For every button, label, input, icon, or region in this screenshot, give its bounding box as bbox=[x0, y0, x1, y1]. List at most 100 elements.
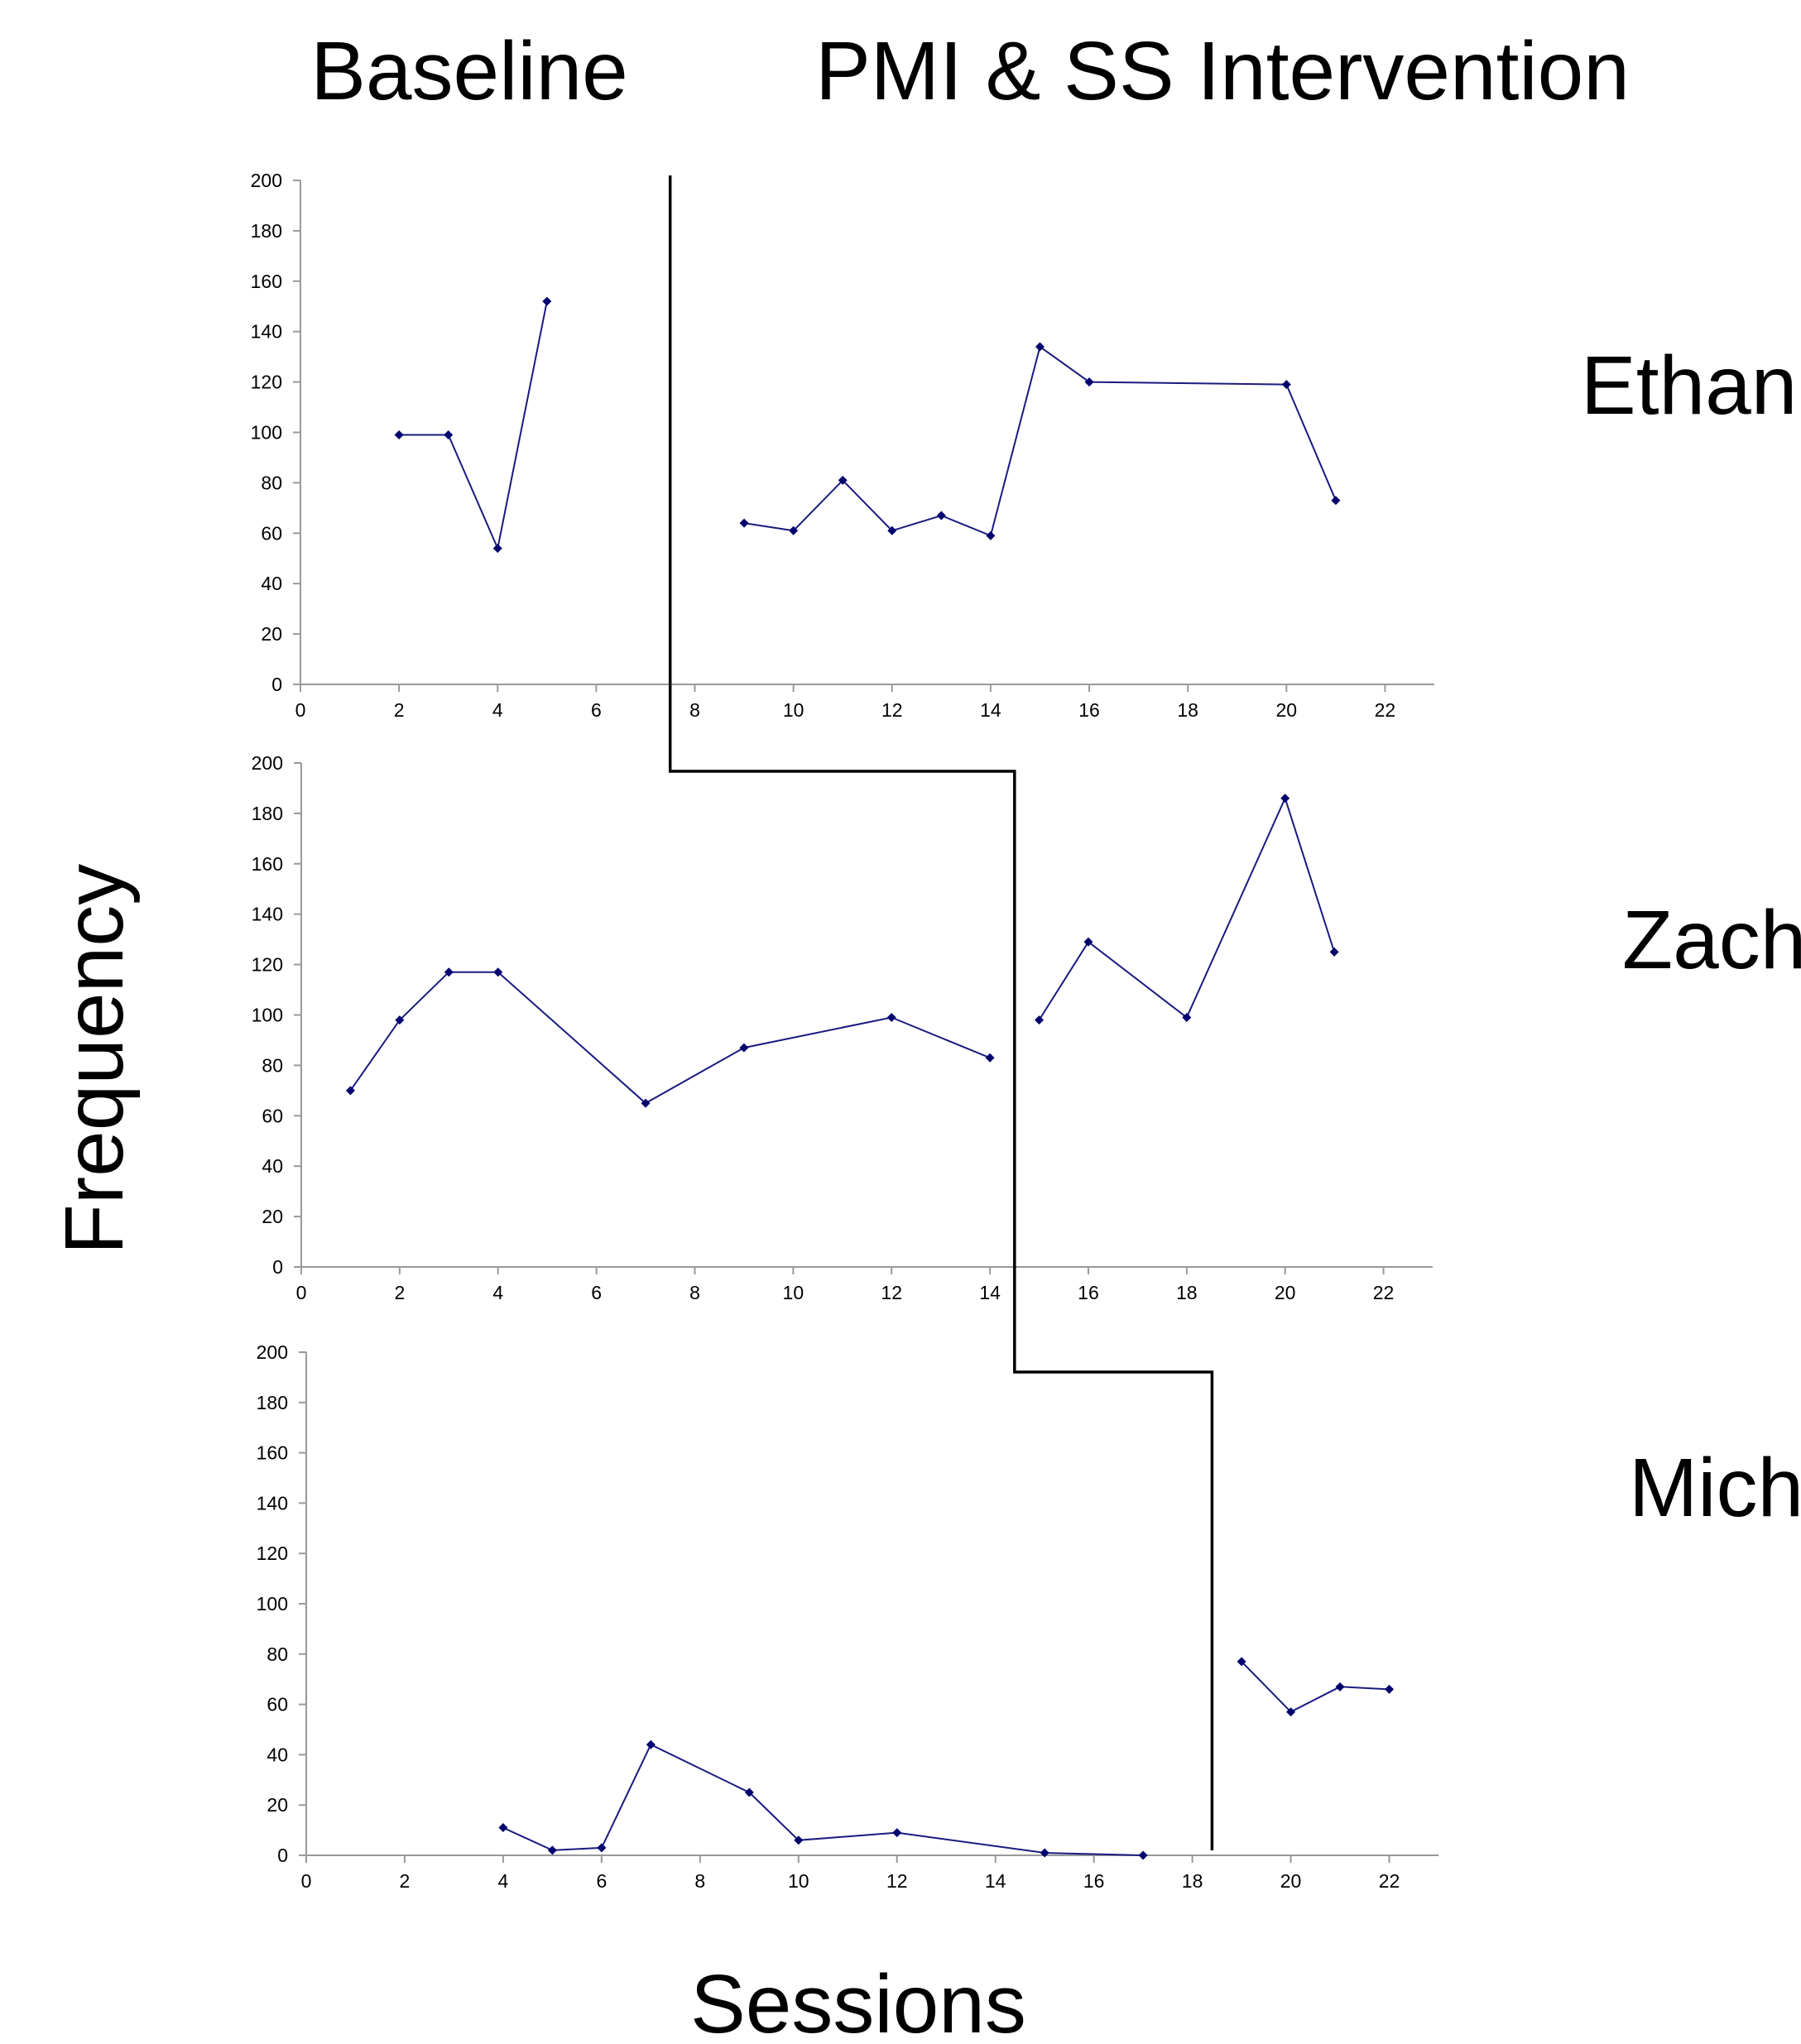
y-tick-label: 180 bbox=[251, 220, 282, 242]
data-point bbox=[542, 296, 552, 306]
x-tick-label: 10 bbox=[788, 1870, 809, 1892]
data-point bbox=[498, 1823, 508, 1833]
x-tick-label: 2 bbox=[394, 699, 405, 721]
ethan-participant-label: Ethan bbox=[1581, 339, 1797, 432]
data-point bbox=[1035, 1015, 1045, 1025]
data-point bbox=[597, 1843, 607, 1853]
y-tick-label: 40 bbox=[262, 1155, 283, 1177]
data-point bbox=[1331, 496, 1341, 506]
y-tick-label: 0 bbox=[272, 1256, 283, 1278]
y-axis-label: Frequency bbox=[48, 864, 141, 1255]
x-tick-label: 22 bbox=[1373, 1282, 1395, 1303]
data-point bbox=[1040, 1848, 1049, 1858]
data-point bbox=[493, 967, 503, 977]
baseline-phase-label: Baseline bbox=[310, 25, 628, 118]
x-tick-label: 0 bbox=[295, 699, 306, 721]
x-tick-label: 6 bbox=[591, 1282, 602, 1303]
data-point bbox=[1280, 794, 1290, 804]
data-point bbox=[936, 511, 946, 521]
data-point bbox=[641, 1098, 651, 1108]
data-point bbox=[444, 430, 454, 440]
x-tick-label: 20 bbox=[1280, 1870, 1302, 1892]
data-point bbox=[739, 518, 749, 528]
y-tick-label: 120 bbox=[257, 1543, 288, 1564]
data-point bbox=[1035, 342, 1045, 352]
y-tick-label: 180 bbox=[257, 1392, 288, 1413]
x-tick-label: 16 bbox=[1083, 1870, 1105, 1892]
data-point bbox=[744, 1787, 754, 1797]
x-tick-label: 0 bbox=[301, 1870, 312, 1892]
y-tick-label: 140 bbox=[251, 321, 282, 343]
x-tick-label: 4 bbox=[498, 1870, 509, 1892]
data-point bbox=[444, 967, 454, 977]
y-tick-label: 20 bbox=[262, 1206, 283, 1227]
y-tick-label: 40 bbox=[267, 1744, 288, 1765]
data-point bbox=[986, 530, 996, 540]
michael-panel: 0 20 40 60 80 100 120 140 160 180 200 0 2 4 6 8 10 12 14 16… bbox=[257, 1341, 1801, 1892]
y-tick-label: 80 bbox=[261, 472, 282, 493]
data-point bbox=[789, 525, 799, 535]
data-point bbox=[395, 1015, 405, 1025]
x-tick-label: 22 bbox=[1375, 699, 1396, 721]
x-tick-label: 6 bbox=[591, 699, 602, 721]
data-point bbox=[492, 544, 502, 554]
x-tick-label: 12 bbox=[881, 699, 903, 721]
y-tick-label: 20 bbox=[267, 1794, 288, 1816]
data-point bbox=[547, 1845, 557, 1855]
y-tick-label: 0 bbox=[277, 1845, 288, 1866]
y-tick-label: 140 bbox=[252, 904, 283, 925]
y-tick-label: 60 bbox=[267, 1694, 288, 1715]
y-tick-label: 180 bbox=[252, 803, 283, 824]
data-point bbox=[892, 1828, 902, 1838]
data-point bbox=[1329, 947, 1339, 957]
data-line bbox=[349, 971, 991, 1105]
y-tick-label: 20 bbox=[261, 623, 282, 645]
y-tick-label: 0 bbox=[271, 674, 282, 695]
x-tick-label: 18 bbox=[1182, 1870, 1203, 1892]
y-tick-label: 80 bbox=[262, 1054, 283, 1076]
x-tick-label: 12 bbox=[881, 1282, 902, 1303]
x-axis-label: Sessions bbox=[690, 1958, 1026, 2044]
x-tick-label: 0 bbox=[296, 1282, 307, 1303]
data-line bbox=[743, 345, 1337, 537]
x-tick-label: 20 bbox=[1276, 699, 1298, 721]
data-point bbox=[646, 1739, 656, 1749]
y-tick-label: 100 bbox=[252, 1005, 283, 1026]
x-tick-label: 12 bbox=[886, 1870, 908, 1892]
x-tick-label: 8 bbox=[694, 1870, 705, 1892]
data-point bbox=[1385, 1684, 1395, 1694]
x-tick-label: 16 bbox=[1078, 1282, 1099, 1303]
y-tick-label: 120 bbox=[252, 954, 283, 976]
data-point bbox=[1335, 1682, 1345, 1691]
intervention-phase-label: PMI & SS Intervention bbox=[815, 25, 1630, 118]
michael-participant-label: Michael bbox=[1629, 1442, 1801, 1534]
data-point bbox=[794, 1835, 804, 1845]
data-point bbox=[739, 1043, 749, 1053]
y-tick-label: 100 bbox=[251, 422, 282, 444]
data-point bbox=[886, 1013, 896, 1023]
data-point bbox=[1281, 380, 1291, 390]
data-point bbox=[838, 475, 848, 485]
y-tick-label: 160 bbox=[257, 1442, 288, 1464]
y-tick-label: 120 bbox=[251, 372, 282, 393]
data-point bbox=[1286, 1707, 1296, 1717]
y-tick-label: 80 bbox=[267, 1643, 288, 1665]
data-point bbox=[985, 1053, 995, 1063]
x-tick-label: 8 bbox=[689, 1282, 700, 1303]
data-point bbox=[394, 430, 404, 440]
y-tick-label: 160 bbox=[251, 271, 282, 292]
data-point bbox=[1237, 1657, 1246, 1667]
data-line bbox=[502, 1743, 1144, 1856]
ethan-panel: 0 20 40 60 80 100 120 140 160 180 200 0 2 4 6 8 10 12 14 16… bbox=[251, 170, 1798, 721]
x-tick-label: 10 bbox=[783, 699, 804, 721]
x-tick-label: 22 bbox=[1379, 1870, 1400, 1892]
data-point bbox=[1182, 1013, 1192, 1023]
x-tick-label: 2 bbox=[394, 1282, 405, 1303]
phase-change-line bbox=[668, 175, 1214, 1850]
x-tick-label: 16 bbox=[1078, 699, 1100, 721]
x-tick-label: 4 bbox=[492, 699, 503, 721]
data-point bbox=[887, 525, 897, 535]
y-tick-label: 140 bbox=[257, 1492, 288, 1514]
